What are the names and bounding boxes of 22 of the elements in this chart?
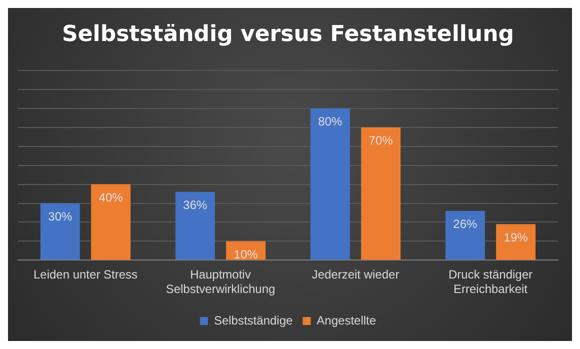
data-label: 10% (234, 248, 258, 262)
data-label: 36% (183, 198, 208, 212)
bar (361, 127, 401, 260)
bar (40, 203, 80, 260)
x-tick-label: Leiden unter Stress (33, 268, 138, 282)
bar (310, 108, 350, 260)
data-label: 70% (368, 134, 394, 148)
x-tick-label: Druck ständiger Erreichbarkeit (448, 268, 533, 296)
bar (445, 210, 485, 260)
bar (175, 192, 215, 260)
legend-label: Selbstständige (214, 313, 293, 328)
data-label: 26% (453, 217, 478, 232)
x-tick-label: Jederzeit wieder (312, 268, 400, 282)
legend-label: Angestellte (316, 313, 376, 328)
bar (496, 224, 536, 260)
x-tick-label: Hauptmotiv Selbstverwirklichung (166, 268, 276, 296)
data-label: 30% (48, 210, 73, 224)
bar (91, 184, 131, 260)
data-label: 19% (504, 230, 528, 244)
chart-title: Selbstständig versus Festanstellung (62, 22, 514, 47)
data-label: 80% (318, 114, 343, 129)
data-label: 40% (98, 190, 124, 205)
